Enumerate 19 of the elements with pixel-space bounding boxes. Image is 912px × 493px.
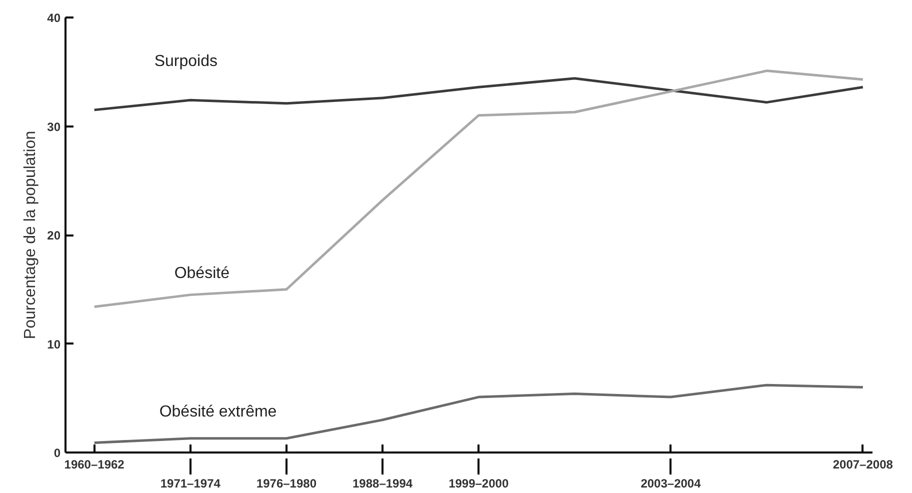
y-tick-label: 30 xyxy=(47,120,61,134)
line-series xyxy=(93,77,864,112)
x-tick-label: 2003–2004 xyxy=(640,476,702,490)
y-tick-label: 40 xyxy=(47,11,61,25)
y-axis-title: Pourcentage de la population xyxy=(22,130,40,340)
x-tick-label: 1971–1974 xyxy=(160,476,221,490)
y-tick-label: 0 xyxy=(54,446,61,460)
series-label: Obésité extrême xyxy=(159,404,277,421)
series-label: Obésité xyxy=(174,264,230,282)
x-tick-label: 1960–1962 xyxy=(64,458,125,472)
y-tick-label: 10 xyxy=(47,337,61,352)
series-label: Surpoids xyxy=(154,52,218,70)
x-tick-label: 1999–2000 xyxy=(448,476,509,490)
x-tick-label: 1988–1994 xyxy=(352,476,413,490)
x-tick-label: 1976–1980 xyxy=(256,476,317,490)
line-series xyxy=(93,384,864,444)
x-tick-label: 2007–2008 xyxy=(832,458,894,472)
y-tick-label: 20 xyxy=(47,228,61,242)
line-series xyxy=(93,70,864,308)
